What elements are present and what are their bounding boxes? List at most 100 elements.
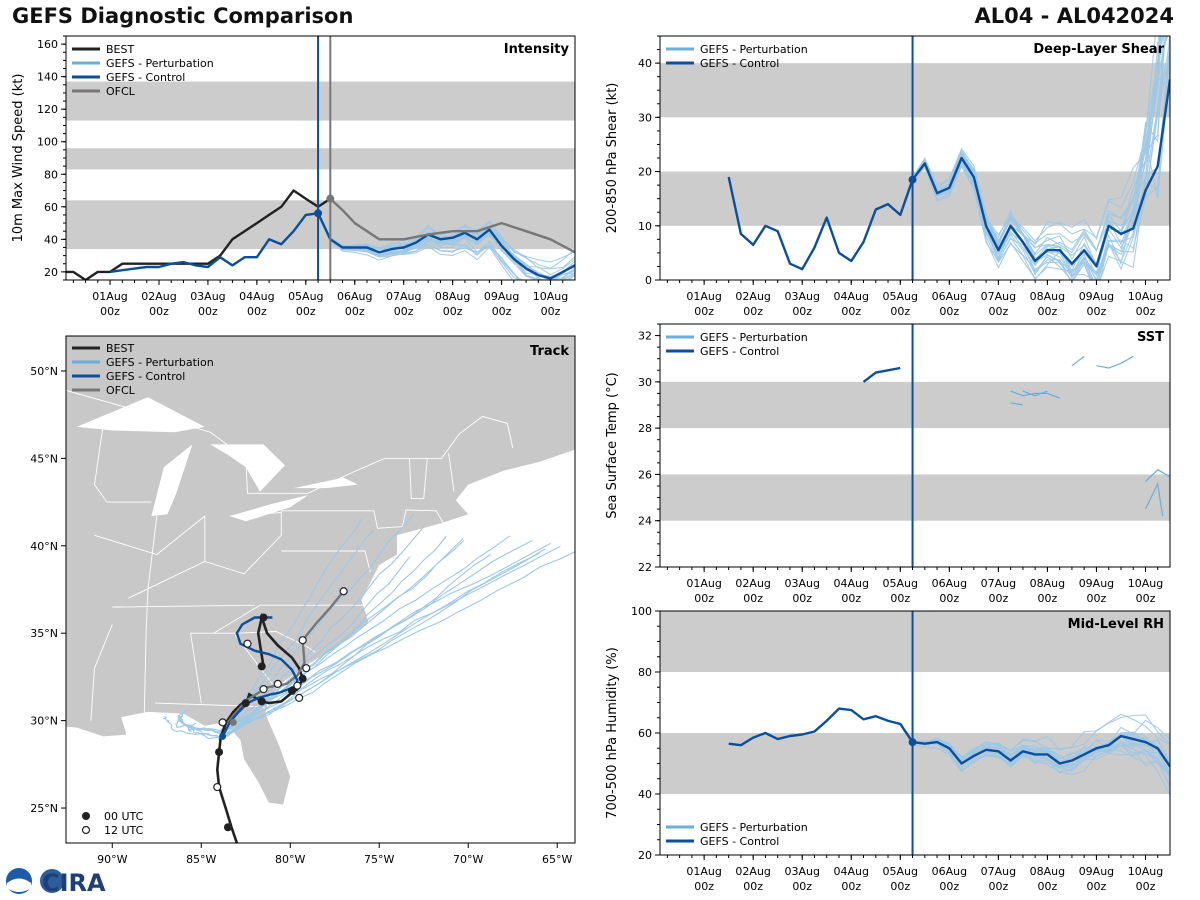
y-tick-label: 140 [37, 71, 58, 84]
x-tick-date: 08Aug [435, 290, 470, 303]
legend-marker-00utc [82, 812, 90, 820]
control-line [864, 368, 901, 382]
best-12utc-marker [244, 640, 251, 647]
x-tick-hour: 00z [792, 880, 812, 893]
intensity-panel: 20 40 60 80 100 120 140 160 01Aug 00z 02Aug 00z 03Au… [11, 36, 575, 318]
x-tick-hour: 00z [841, 305, 861, 318]
cira-logo: CIRA [4, 866, 114, 896]
y-tick-label: 20 [638, 166, 652, 179]
y-tick-label: 120 [37, 103, 58, 116]
x-tick-date: 01Aug [686, 577, 721, 590]
best-12utc-marker [274, 680, 281, 687]
lat-tick-label: 30°N [30, 715, 58, 728]
legend-label: GEFS - Control [700, 57, 779, 70]
x-tick-date: 01Aug [92, 290, 127, 303]
x-tick-hour: 00z [1136, 305, 1156, 318]
x-tick-date: 08Aug [1030, 290, 1065, 303]
lat-tick-label: 25°N [30, 802, 58, 815]
x-tick-hour: 00z [1087, 305, 1107, 318]
lon-tick-label: 90°W [97, 853, 127, 866]
legend-label: GEFS - Control [106, 370, 185, 383]
panel-title: Track [530, 344, 569, 359]
panel-title: SST [1137, 330, 1164, 345]
y-axis-label: 200-850 hPa Shear (kt) [605, 83, 620, 234]
y-axis-label: 700-500 hPa Humidity (%) [605, 647, 620, 819]
x-tick-date: 04Aug [239, 290, 274, 303]
x-tick-hour: 00z [792, 305, 812, 318]
best-12utc-marker [303, 665, 310, 672]
x-tick-date: 05Aug [883, 865, 918, 878]
y-tick-label: 30 [638, 376, 652, 389]
x-tick-date: 03Aug [190, 290, 225, 303]
best-12utc-marker [340, 588, 347, 595]
track-panel: 90°W 85°W 80°W 75°W 70°W 65°W25°N30°N35°N40°N… [30, 336, 646, 866]
x-tick-hour: 00z [1136, 592, 1156, 605]
legend-label: GEFS - Perturbation [700, 821, 808, 834]
panel-title: Intensity [504, 42, 570, 57]
x-tick-hour: 00z [1038, 592, 1058, 605]
x-tick-date: 05Aug [288, 290, 323, 303]
legend-marker-12utc [83, 827, 90, 834]
x-tick-hour: 00z [743, 305, 763, 318]
x-tick-date: 09Aug [1079, 290, 1114, 303]
x-tick-hour: 00z [492, 305, 512, 318]
x-tick-date: 02Aug [735, 577, 770, 590]
lon-tick-label: 80°W [275, 853, 305, 866]
x-tick-date: 06Aug [932, 577, 967, 590]
y-tick-label: 26 [638, 468, 652, 481]
x-tick-hour: 00z [1087, 880, 1107, 893]
x-tick-hour: 00z [1038, 880, 1058, 893]
x-tick-hour: 00z [694, 592, 714, 605]
x-tick-hour: 00z [247, 305, 267, 318]
x-tick-hour: 00z [841, 880, 861, 893]
y-tick-label: 40 [638, 788, 652, 801]
lon-tick-label: 75°W [364, 853, 394, 866]
x-tick-date: 09Aug [1079, 577, 1114, 590]
x-tick-hour: 00z [743, 880, 763, 893]
legend-label: 00 UTC [104, 810, 144, 823]
lat-tick-label: 35°N [30, 627, 58, 640]
legend-label: GEFS - Control [106, 71, 185, 84]
x-tick-hour: 00z [890, 592, 910, 605]
x-tick-date: 05Aug [883, 290, 918, 303]
x-tick-hour: 00z [890, 305, 910, 318]
y-tick-label: 40 [638, 57, 652, 70]
shading-band [660, 382, 1170, 428]
shading-band [660, 474, 1170, 520]
best-00utc-marker [260, 613, 268, 621]
legend-label: GEFS - Perturbation [700, 331, 808, 344]
best-12utc-marker [219, 719, 226, 726]
y-tick-label: 80 [44, 168, 58, 181]
lat-tick-label: 50°N [30, 365, 58, 378]
x-tick-hour: 00z [988, 880, 1008, 893]
shading-band [660, 63, 1170, 117]
best-00utc-marker [242, 699, 250, 707]
plot-area [660, 356, 1170, 520]
x-tick-date: 02Aug [735, 865, 770, 878]
y-tick-label: 40 [44, 233, 58, 246]
legend-label: 12 UTC [104, 824, 144, 837]
cira-wordmark: CIRA [42, 869, 106, 896]
best-00utc-marker [215, 748, 223, 756]
x-tick-hour: 00z [541, 305, 561, 318]
y-tick-label: 80 [638, 666, 652, 679]
x-tick-hour: 00z [841, 592, 861, 605]
x-tick-hour: 00z [988, 305, 1008, 318]
y-tick-label: 22 [638, 561, 652, 574]
best-00utc-marker [224, 823, 232, 831]
legend-label: GEFS - Control [700, 345, 779, 358]
x-tick-date: 10Aug [1128, 865, 1163, 878]
x-tick-date: 05Aug [883, 577, 918, 590]
best-12utc-marker [260, 686, 267, 693]
x-tick-hour: 00z [1038, 305, 1058, 318]
x-tick-hour: 00z [345, 305, 365, 318]
x-tick-date: 04Aug [834, 865, 869, 878]
y-tick-label: 60 [44, 201, 58, 214]
x-tick-date: 07Aug [981, 577, 1016, 590]
x-tick-date: 10Aug [1128, 290, 1163, 303]
control-init-point [219, 733, 226, 740]
x-tick-date: 02Aug [735, 290, 770, 303]
x-tick-date: 06Aug [932, 865, 967, 878]
x-tick-hour: 00z [198, 305, 218, 318]
legend-label: GEFS - Control [700, 835, 779, 848]
